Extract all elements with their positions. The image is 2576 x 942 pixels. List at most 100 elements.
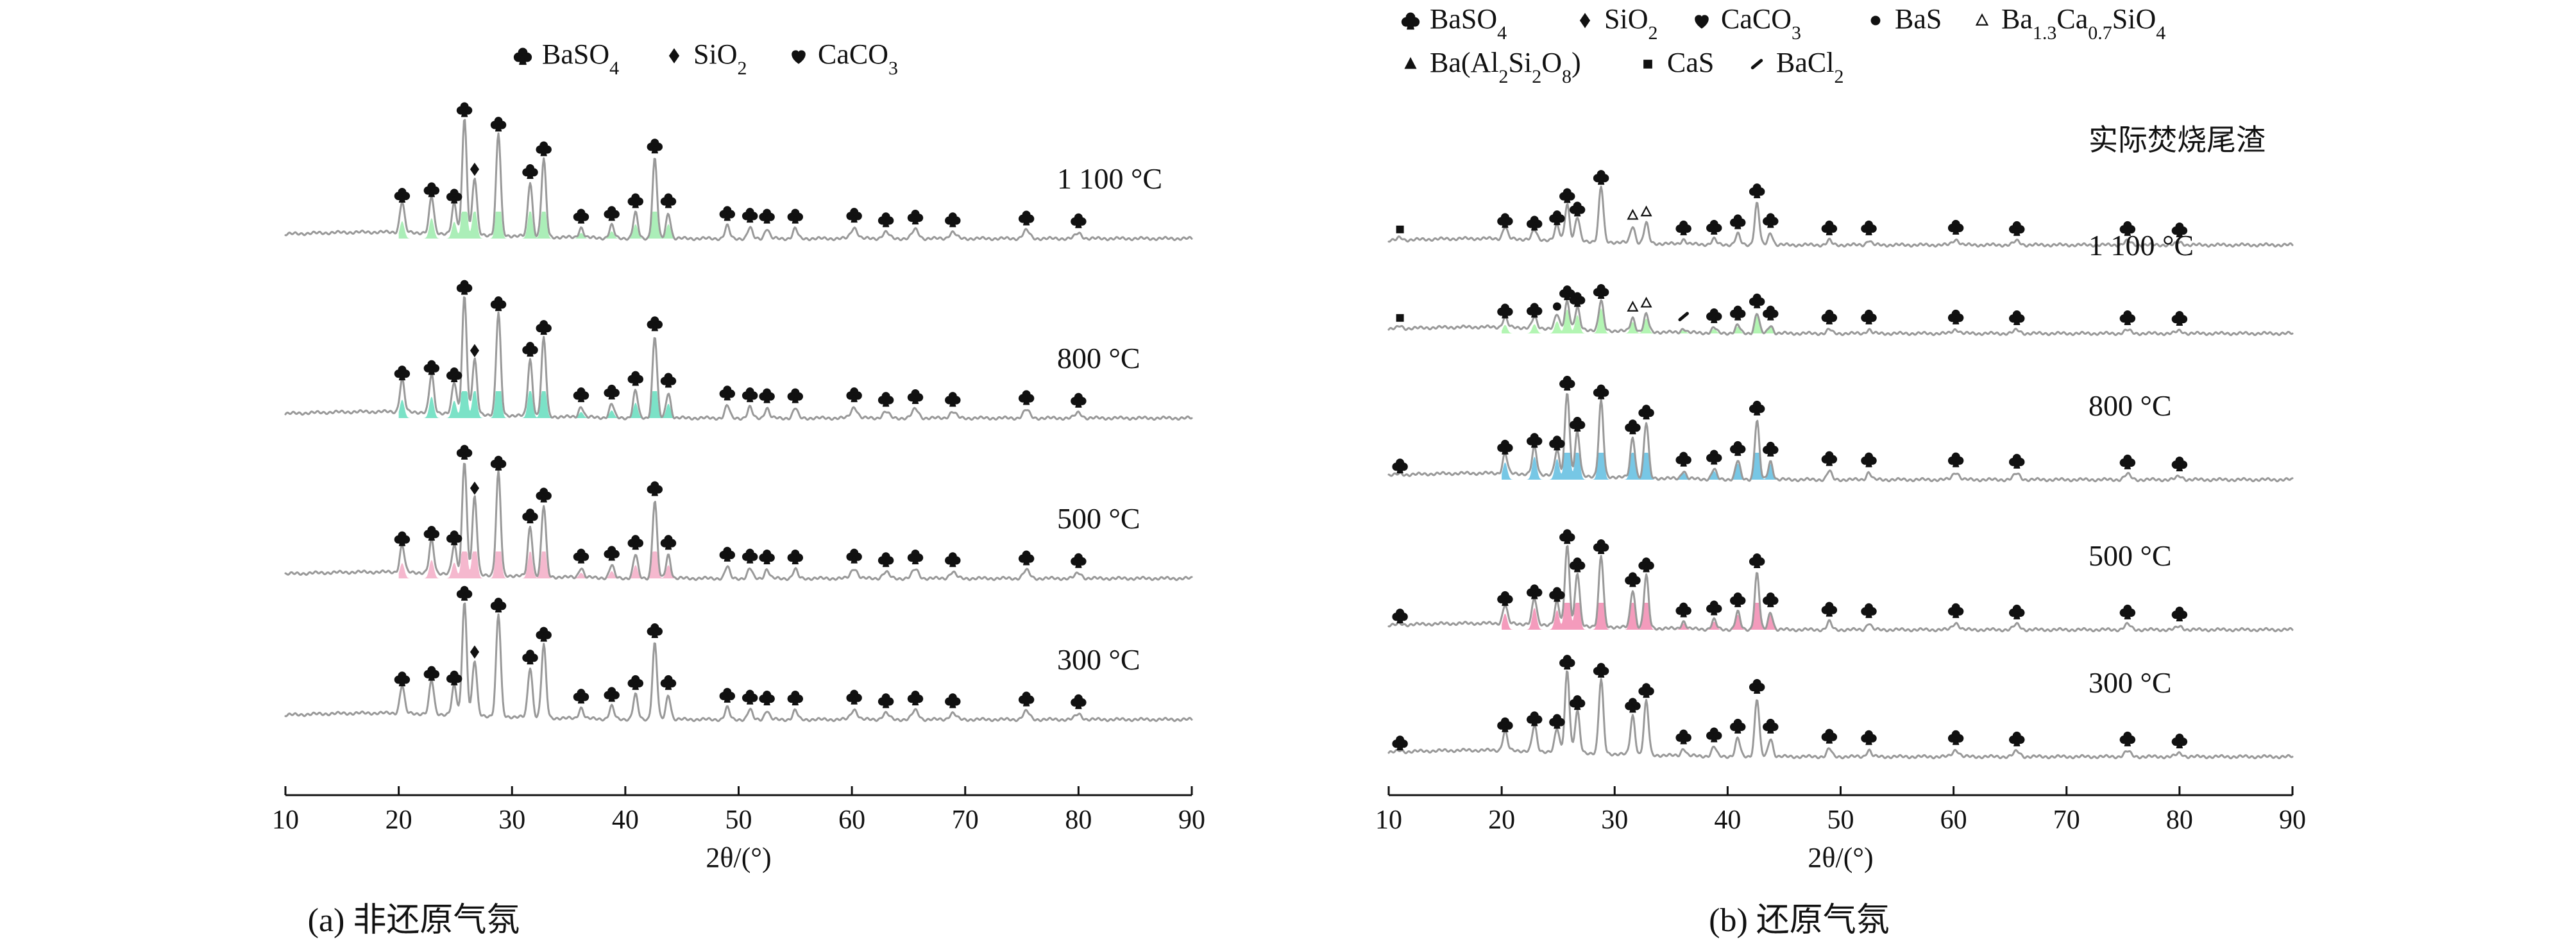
peak-marker-1-3-3	[1526, 584, 1543, 600]
peak-marker-1-2-8	[1625, 419, 1641, 435]
peak-marker-1-3-18	[2009, 604, 2025, 619]
x-tick-label-0-7: 80	[1065, 805, 1092, 835]
peak-marker-1-2-5	[1559, 375, 1575, 391]
peak-marker-1-4-19	[2119, 731, 2136, 746]
legend-item-1-7: BaCl2	[1750, 47, 1843, 87]
peak-marker-0-3-14	[719, 687, 736, 703]
series-line-1-1	[1387, 299, 2294, 337]
peak-marker-0-2-4	[456, 444, 473, 460]
peak-marker-0-3-20	[907, 691, 924, 706]
peak-marker-0-0-10	[604, 206, 620, 221]
peak-marker-1-4-18	[2009, 731, 2025, 746]
x-axis-title-1: 2θ/(°)	[1808, 842, 1873, 873]
peak-marker-1-0-8	[1627, 208, 1639, 220]
peak-marker-0-2-22	[1018, 550, 1035, 566]
peak-marker-0-2-6	[490, 455, 507, 471]
peak-marker-0-2-5	[470, 481, 480, 495]
peak-marker-0-2-7	[522, 509, 538, 524]
peak-marker-0-0-4	[456, 102, 473, 117]
peak-marker-0-0-2	[423, 182, 440, 198]
peak-marker-1-0-18	[2009, 221, 2025, 236]
legend-icon-1-4	[1975, 13, 1989, 26]
legend-icon-1-3	[1870, 15, 1881, 26]
series-line-0-3	[284, 602, 1193, 723]
peak-marker-0-2-18	[846, 548, 862, 564]
peak-marker-0-1-9	[573, 387, 589, 403]
x-tick-label-1-0: 10	[1375, 805, 1402, 835]
x-axis-a: 10 20 30 40 50 60 70 80 90 2θ/(°)	[272, 786, 1205, 873]
peak-marker-1-3-13	[1749, 553, 1765, 569]
peak-marker-1-3-1	[1392, 609, 1408, 624]
peak-marker-0-0-21	[945, 212, 961, 228]
peak-marker-1-2-18	[2009, 453, 2025, 469]
series-label-0-3: 300 °C	[1057, 643, 1140, 676]
peak-marker-1-1-18	[2009, 310, 2025, 325]
peak-marker-1-0-1	[1396, 225, 1404, 233]
peak-marker-0-0-15	[741, 208, 758, 223]
legend-label-0-0: BaSO4	[542, 38, 619, 79]
peak-marker-1-4-3	[1526, 711, 1543, 727]
peak-marker-1-2-7	[1593, 384, 1609, 400]
series-0-3: 300 °C	[284, 585, 1193, 723]
series-label-0-1: 800 °C	[1057, 342, 1140, 374]
peak-marker-0-2-3	[446, 530, 462, 546]
peak-marker-1-0-11	[1706, 219, 1722, 235]
x-tick-label-1-2: 30	[1601, 805, 1628, 835]
series-line-0-2	[284, 462, 1193, 582]
peak-marker-0-1-18	[846, 387, 862, 403]
x-tick-label-0-4: 50	[725, 805, 752, 835]
peak-marker-1-3-19	[2119, 604, 2136, 619]
peak-marker-1-4-6	[1569, 695, 1586, 711]
plot-b: 实际焚烧尾渣 1 100 °C 800 °C 500 °C 300 °C	[1387, 124, 2294, 760]
peak-marker-0-3-23	[1071, 694, 1087, 709]
series-highlight-0-2	[398, 551, 682, 578]
series-label-1-0: 实际焚烧尾渣	[2089, 124, 2266, 156]
series-highlight-0-1	[398, 391, 682, 418]
peak-marker-1-3-7	[1593, 539, 1609, 554]
peak-marker-1-1-2	[1497, 303, 1513, 319]
peak-marker-0-0-3	[446, 189, 462, 204]
legend-label-1-1: SiO2	[1604, 3, 1657, 44]
peak-marker-1-1-14	[1763, 305, 1779, 321]
peak-marker-1-3-10	[1675, 602, 1691, 618]
peak-marker-1-0-17	[1947, 219, 1964, 235]
peak-marker-1-2-3	[1526, 433, 1543, 448]
peak-marker-0-1-12	[647, 316, 663, 332]
peak-marker-0-3-15	[741, 689, 758, 705]
peak-marker-1-3-17	[1947, 603, 1964, 618]
peak-marker-1-0-4	[1549, 210, 1565, 226]
peak-marker-0-3-5	[470, 645, 480, 659]
peak-marker-1-2-17	[1947, 452, 1964, 467]
peak-marker-0-0-7	[522, 164, 538, 180]
series-line-1-0	[1387, 185, 2294, 248]
peak-marker-0-3-1	[394, 671, 411, 687]
peak-marker-0-0-13	[660, 193, 677, 208]
peak-marker-0-3-9	[573, 689, 589, 704]
peak-marker-0-1-11	[627, 371, 643, 386]
legend-b: BaSO4 SiO2 CaCO3 BaS Ba1.3Ca0.7SiO4 Ba(Al2Si2…	[1401, 3, 2165, 87]
legend-item-1-5: Ba(Al2Si2O8)	[1404, 47, 1581, 87]
peak-marker-1-3-16	[1861, 603, 1877, 618]
legend-label-0-1: SiO2	[693, 38, 747, 79]
legend-icon-0-1	[668, 48, 680, 63]
peak-marker-0-3-13	[660, 675, 677, 690]
peak-marker-0-3-4	[456, 585, 473, 601]
legend-a: BaSO4 SiO2 CaCO3	[513, 38, 898, 79]
peak-marker-0-3-12	[647, 623, 663, 638]
peak-marker-0-1-4	[456, 280, 473, 295]
peak-marker-0-0-12	[647, 139, 663, 154]
peak-marker-1-2-11	[1706, 450, 1722, 465]
series-label-0-0: 1 100 °C	[1057, 162, 1162, 195]
peak-marker-0-0-14	[719, 206, 736, 221]
peak-marker-1-0-7	[1593, 170, 1609, 185]
legend-icon-0-0	[513, 47, 532, 65]
peak-marker-0-1-17	[787, 388, 804, 403]
peak-marker-0-0-17	[787, 208, 804, 224]
series-0-2: 500 °C	[284, 444, 1193, 582]
series-line-0-1	[284, 296, 1193, 421]
legend-icon-1-5	[1404, 56, 1417, 69]
peak-marker-1-2-16	[1861, 452, 1877, 467]
peak-marker-1-1-10	[1678, 312, 1689, 321]
peak-marker-1-0-13	[1749, 183, 1765, 199]
peak-marker-0-3-10	[604, 687, 620, 702]
